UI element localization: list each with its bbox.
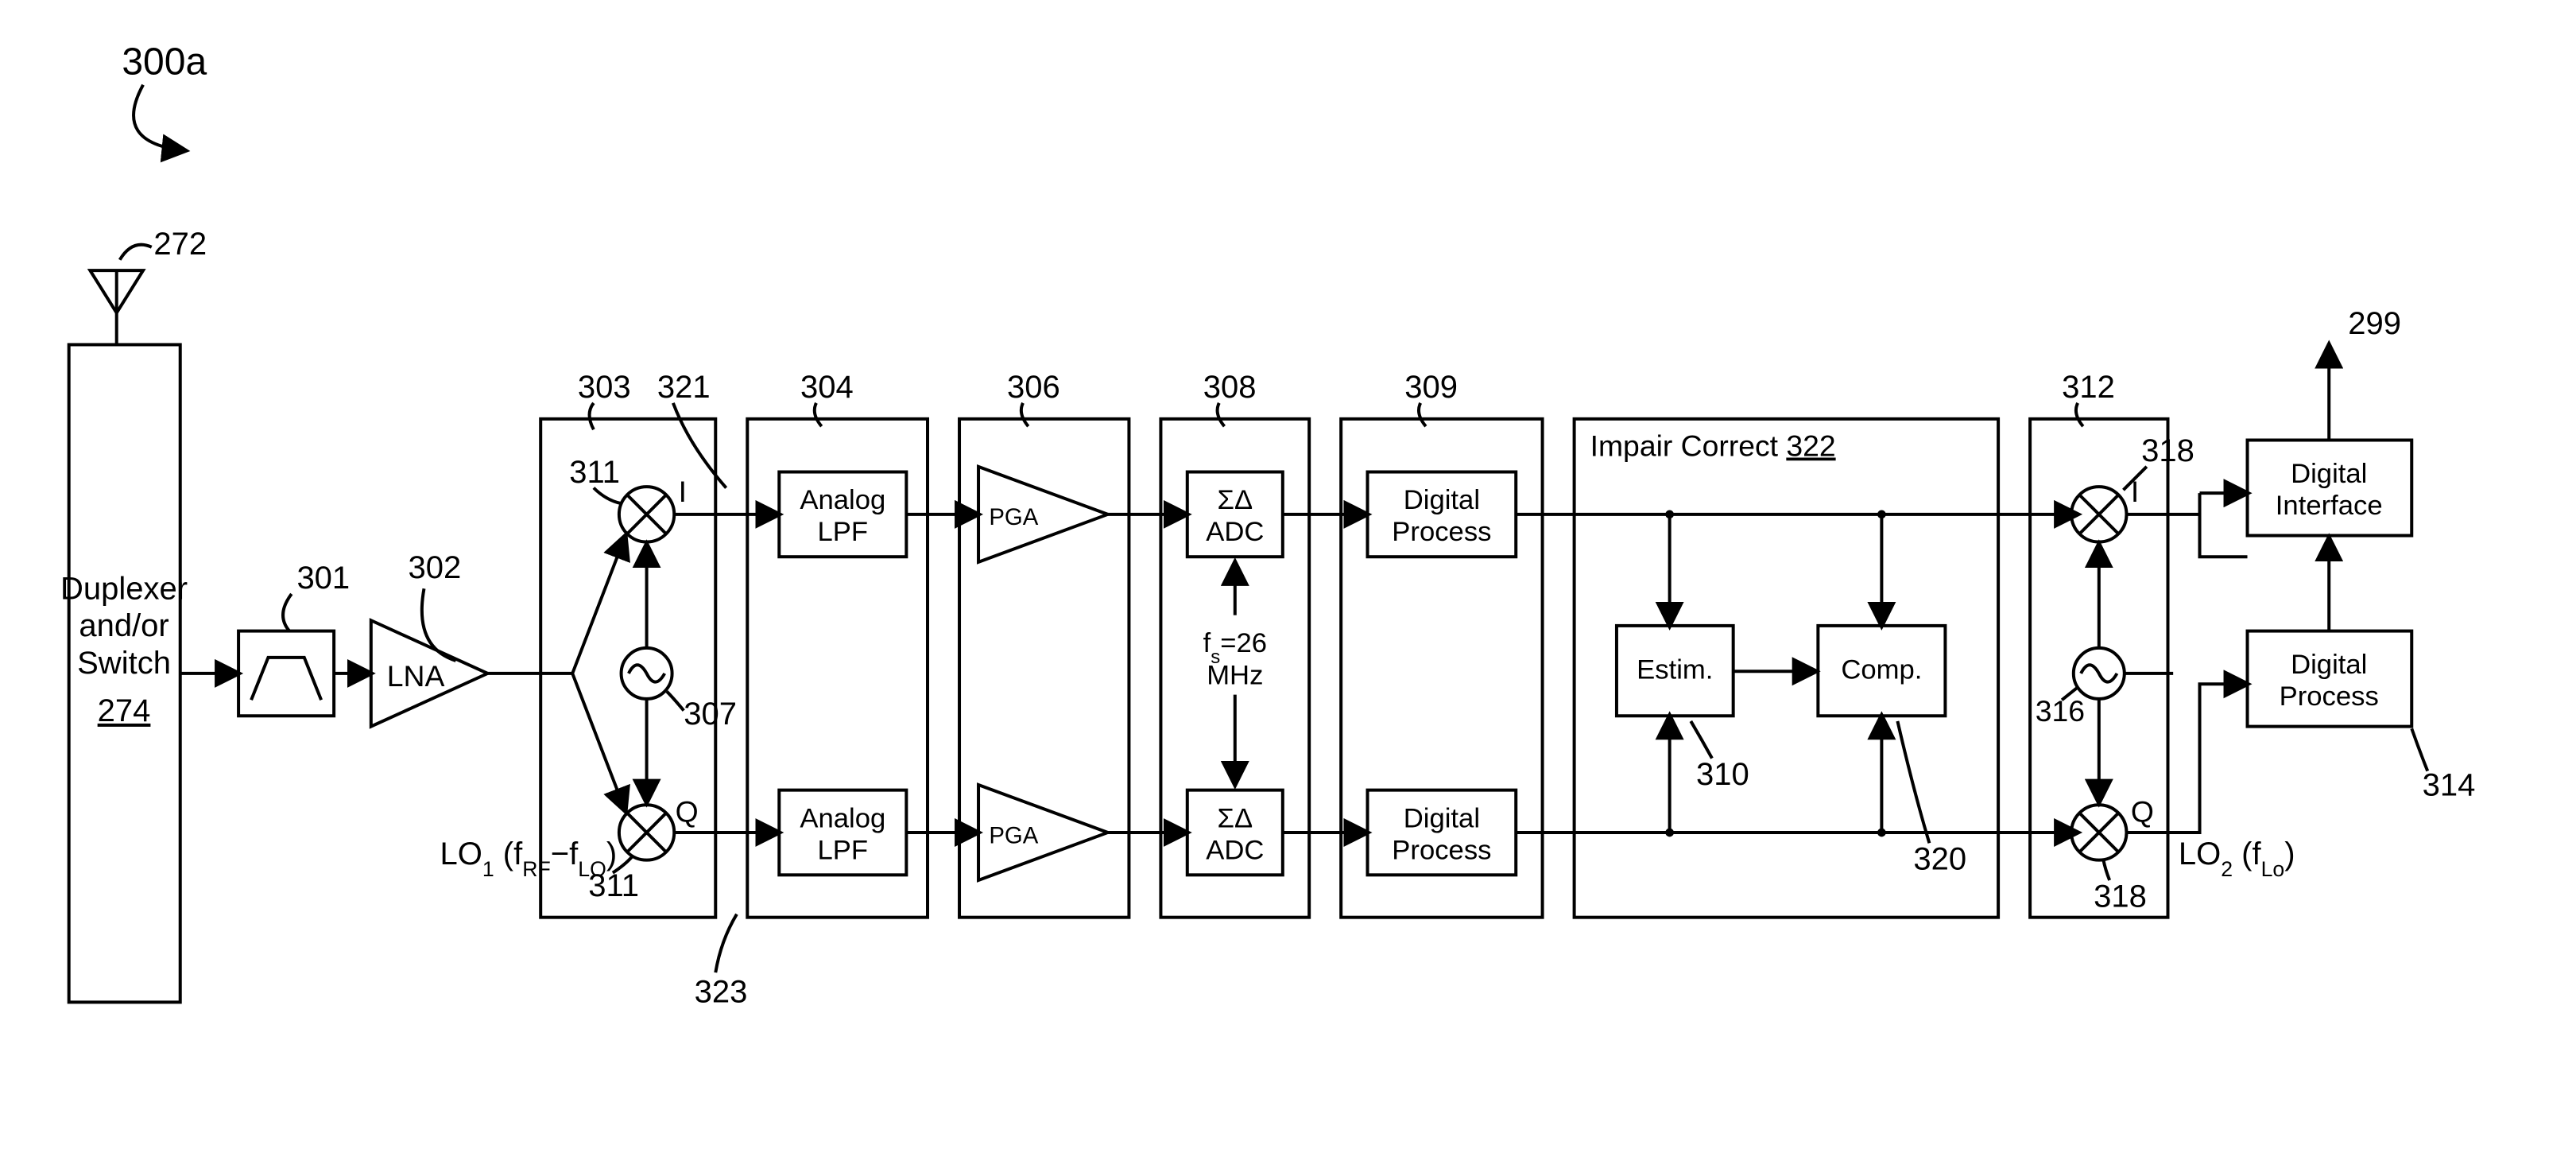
- digital-interface: Digital Interface: [2248, 440, 2412, 535]
- block-diagram: 300a 272 Duplexer and/or Switch 274 301 …: [16, 16, 2560, 1119]
- dp2-ref: 314: [2423, 767, 2476, 802]
- figure-ref-arrow: [134, 85, 185, 151]
- lpf-q-l2: LPF: [818, 835, 869, 865]
- adc-i-l2: ADC: [1206, 517, 1264, 547]
- mixer-i2-ref: 318: [2141, 433, 2194, 468]
- adc-i-l1: ΣΔ: [1218, 485, 1253, 515]
- pga-box: [959, 419, 1129, 918]
- lna: LNA 302: [371, 550, 488, 727]
- dp1-i-l1: Digital: [1404, 485, 1480, 515]
- digital-process-2: Digital Process 314: [2248, 631, 2476, 803]
- figure-ref: 300a: [122, 41, 207, 83]
- iq-box-ref: 303: [578, 370, 631, 405]
- estim-label: Estim.: [1637, 655, 1713, 685]
- duplexer-l2: and/or: [79, 608, 169, 643]
- adc-i: ΣΔ ADC: [1187, 472, 1283, 557]
- dp1-ref: 309: [1404, 370, 1458, 405]
- lpf-i: Analog LPF: [779, 472, 906, 557]
- wire-split-i: [540, 536, 626, 673]
- mixer-i: I 311: [569, 455, 687, 542]
- dp1-q: Digital Process: [1368, 790, 1517, 875]
- q-label: Q: [676, 795, 699, 829]
- adc-q-l2: ADC: [1206, 835, 1264, 865]
- lo2-text: LO2 (fLo): [2179, 837, 2295, 881]
- lpf-q: Analog LPF: [779, 790, 906, 875]
- duplexer-l1: Duplexer: [60, 572, 188, 607]
- dp2-l1: Digital: [2291, 650, 2367, 680]
- adc-q-l1: ΣΔ: [1218, 803, 1253, 833]
- lo2-ref: 316: [2036, 694, 2085, 728]
- lpf-ref: 304: [800, 370, 854, 405]
- wire-i2-sum: [2126, 514, 2247, 557]
- comp-ref: 320: [1913, 842, 1966, 877]
- lpf-q-l1: Analog: [800, 803, 885, 833]
- antenna: 272: [90, 227, 207, 344]
- lo1-text: LO1 (fRF−fLO): [440, 837, 617, 881]
- di-l2: Interface: [2276, 491, 2383, 521]
- bandpass-filter: 301: [238, 561, 350, 716]
- duplexer-l3: Switch: [77, 646, 171, 681]
- dp1-q-l1: Digital: [1404, 803, 1480, 833]
- mixer-i2: I 318: [2071, 433, 2194, 542]
- comp-label: Comp.: [1841, 655, 1922, 685]
- pga-i: PGA: [978, 467, 1108, 562]
- mixer-q: Q 311: [588, 795, 698, 903]
- pga-ref: 306: [1007, 370, 1060, 405]
- lo1-ref: 307: [684, 697, 737, 732]
- iq2-ref: 312: [2062, 370, 2115, 405]
- duplexer-block: Duplexer and/or Switch 274: [60, 344, 188, 1002]
- impair-ref: 322: [1786, 429, 1835, 463]
- lna-ref: 302: [408, 550, 461, 585]
- impair-title: Impair Correct: [1590, 429, 1779, 463]
- output-ref: 299: [2348, 306, 2401, 341]
- lo1: 307: [622, 544, 737, 802]
- mixer-q2-ref: 318: [2094, 879, 2147, 914]
- estim-ref: 310: [1696, 757, 1749, 792]
- estim: Estim. 310: [1617, 626, 1749, 792]
- comp: Comp. 320: [1818, 626, 1966, 877]
- dp1-i-l2: Process: [1392, 517, 1491, 547]
- duplexer-ref: 274: [98, 693, 151, 728]
- pga-q-label: PGA: [989, 822, 1038, 848]
- wire-split-q: [572, 673, 626, 811]
- pga-i-label: PGA: [989, 504, 1038, 530]
- mixer-i-ref: 311: [569, 455, 620, 490]
- lpf-i-l2: LPF: [818, 517, 869, 547]
- q2-label: Q: [2131, 795, 2154, 829]
- pga-q: PGA: [978, 785, 1108, 880]
- line-ref-bot: 323: [695, 974, 748, 1009]
- bpf-ref: 301: [296, 561, 350, 596]
- dp1-i: Digital Process: [1368, 472, 1517, 557]
- adc-q: ΣΔ ADC: [1187, 790, 1283, 875]
- adc-ref: 308: [1203, 370, 1257, 405]
- lpf-i-l1: Analog: [800, 485, 885, 515]
- dp1-q-l2: Process: [1392, 835, 1491, 865]
- iq2-box: [2030, 419, 2167, 918]
- lna-label: LNA: [387, 659, 445, 693]
- lo2: 316: [2036, 544, 2173, 802]
- adc-fs2: MHz: [1207, 660, 1263, 690]
- mixer-q2: Q 318: [2071, 795, 2154, 914]
- di-l1: Digital: [2291, 459, 2367, 489]
- line-ref-top: 321: [657, 370, 711, 405]
- antenna-ref: 272: [153, 227, 207, 262]
- i-label: I: [679, 475, 687, 508]
- dp2-l2: Process: [2280, 681, 2379, 712]
